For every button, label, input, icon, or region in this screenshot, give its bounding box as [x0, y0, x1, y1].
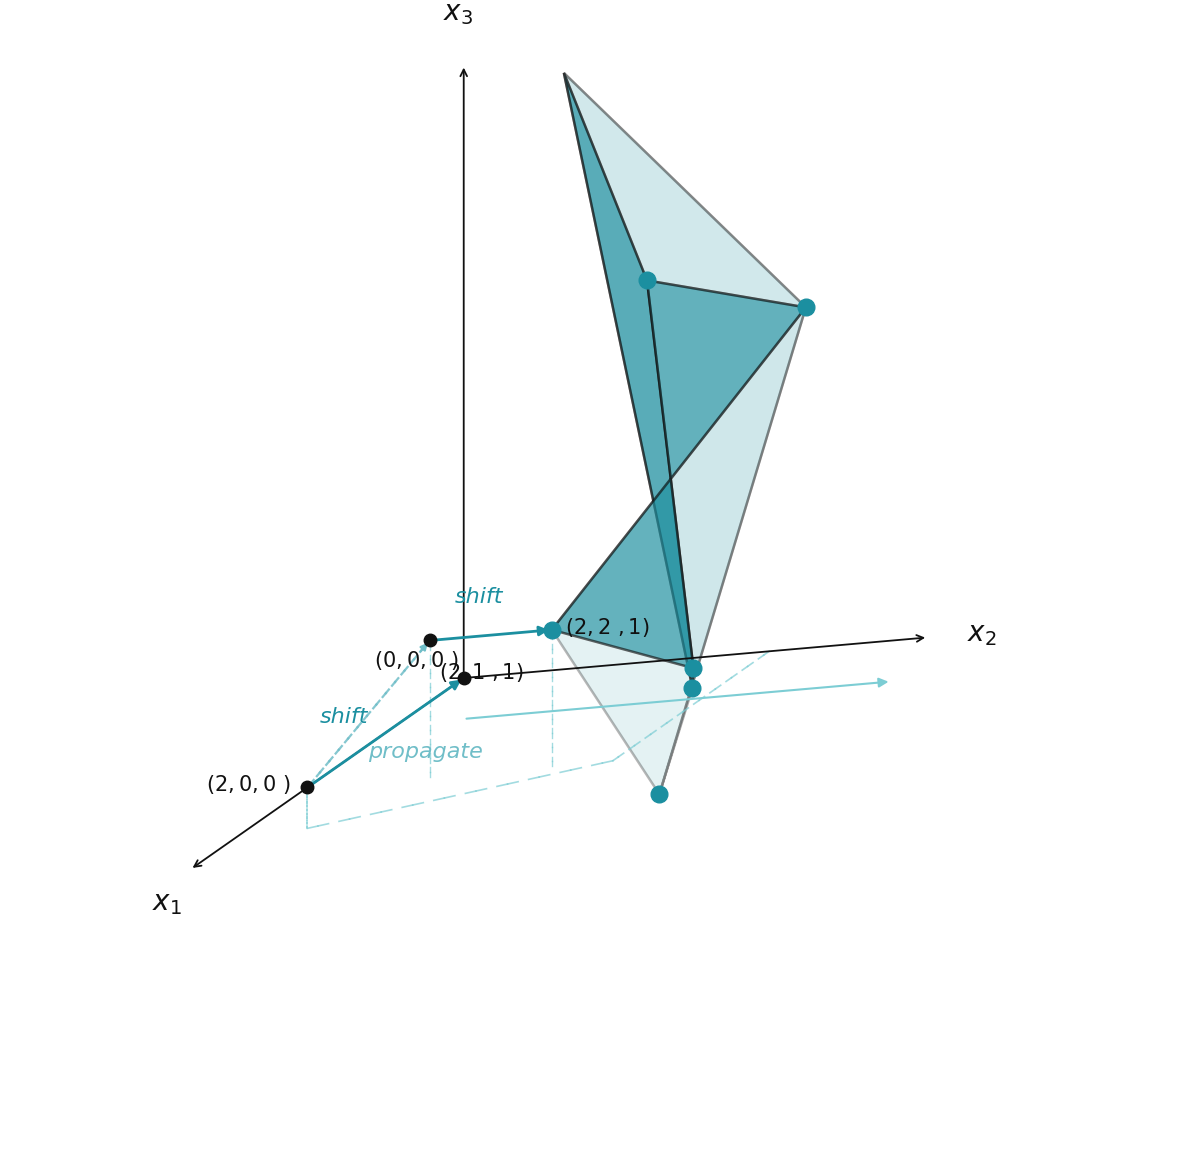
Text: shift: shift — [455, 587, 504, 606]
Polygon shape — [564, 73, 806, 795]
Text: shift: shift — [320, 707, 368, 726]
Text: $(2,0,0\ )$: $(2,0,0\ )$ — [206, 773, 290, 796]
Text: $x_1$: $x_1$ — [152, 889, 181, 917]
Polygon shape — [552, 307, 806, 795]
Text: $(2,1\ ,1)$: $(2,1\ ,1)$ — [439, 661, 523, 684]
Text: $x_3$: $x_3$ — [443, 0, 473, 27]
Polygon shape — [552, 281, 806, 669]
Text: propagate: propagate — [368, 743, 484, 762]
Text: $x_2$: $x_2$ — [967, 620, 996, 648]
Text: $(2,2\ ,1)$: $(2,2\ ,1)$ — [565, 616, 650, 639]
Text: $(0,0,0\ )$: $(0,0,0\ )$ — [373, 649, 458, 672]
Polygon shape — [564, 73, 806, 307]
Polygon shape — [564, 73, 694, 688]
